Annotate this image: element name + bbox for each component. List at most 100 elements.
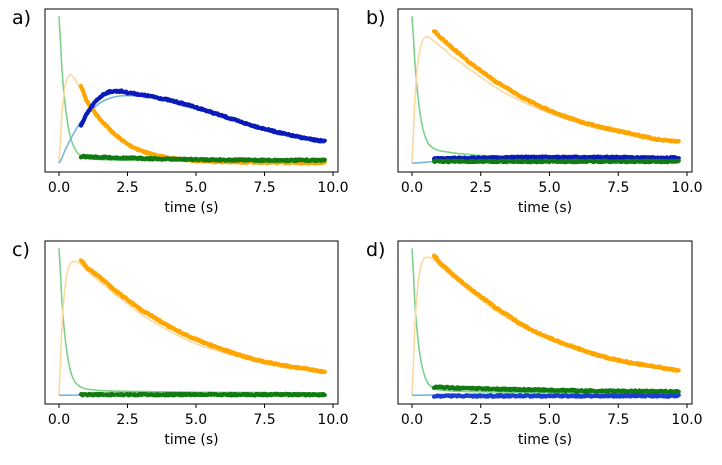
data-point [131,392,134,396]
data-point [551,338,555,341]
data-point [627,393,630,396]
data-point [200,339,203,342]
data-point [648,363,652,366]
series-orange-fit [58,260,325,396]
data-point [670,139,673,143]
data-point [493,80,496,83]
data-point [123,157,126,160]
data-point [159,319,162,323]
data-point [213,158,217,162]
data-point [289,134,293,138]
data-point [238,159,241,162]
data-point [106,282,109,286]
data-point [128,143,131,146]
data-point [110,285,114,289]
data-point [306,392,309,395]
data-point [544,388,548,391]
data-point [631,160,635,163]
data-point [657,160,660,164]
data-point [517,159,520,162]
data-point [297,135,300,139]
data-point [133,155,136,159]
data-point [614,390,617,393]
data-point [101,154,105,158]
data-point [494,394,498,398]
data-point [146,313,150,316]
data-point [655,364,659,368]
data-point [297,158,300,161]
data-point [625,160,628,163]
data-point [561,155,565,159]
data-point [541,334,544,337]
data-point [668,390,671,393]
data-point [548,109,552,112]
data-point [524,393,527,396]
data-point [622,156,626,159]
data-point [236,394,240,398]
data-point [674,160,677,163]
data-point [617,393,621,397]
data-point [507,313,511,317]
plot-area [411,16,681,165]
data-point [622,159,625,162]
data-point [457,394,461,398]
data-point [548,395,551,399]
data-point [79,122,82,126]
data-point [607,358,610,361]
data-point [154,94,157,98]
data-point [440,262,443,265]
data-point [597,126,601,130]
data-point [571,156,574,159]
data-point [673,390,676,394]
series-green-data [431,158,681,165]
data-point [480,160,483,163]
data-point [533,160,537,164]
data-point [642,160,646,164]
data-point [195,105,199,108]
data-point [524,159,527,163]
data-point [142,158,146,161]
data-point [248,394,252,397]
data-point [568,159,571,162]
data-point [662,138,666,141]
data-point [554,156,557,159]
data-point [447,395,451,399]
data-point [260,127,264,131]
data-point [265,359,269,363]
data-point [638,134,642,137]
data-point [581,156,585,159]
data-point [676,394,679,397]
data-point [287,364,291,367]
data-point [466,387,470,391]
data-point [119,392,122,396]
data-point [94,271,97,275]
data-point [493,306,496,310]
data-point [125,297,128,300]
data-point [270,128,274,131]
data-point [80,258,83,262]
data-point [456,385,460,389]
data-point [625,155,628,159]
data-point [276,392,279,395]
data-point [655,390,659,394]
data-point [173,327,177,330]
data-point [220,393,223,396]
data-point [452,387,455,391]
data-point [263,360,267,364]
data-point [270,362,273,366]
data-point [491,76,494,80]
data-point [190,105,194,108]
data-point [118,292,121,296]
data-point [470,62,474,66]
data-point [464,58,467,61]
data-point [125,90,128,93]
data-point [499,159,502,162]
data-point [563,341,566,345]
data-point [304,135,307,139]
data-point [241,122,245,125]
data-point [610,358,613,362]
data-point [515,320,518,324]
data-point [444,385,448,389]
data-point [501,395,504,398]
data-point [97,116,101,119]
